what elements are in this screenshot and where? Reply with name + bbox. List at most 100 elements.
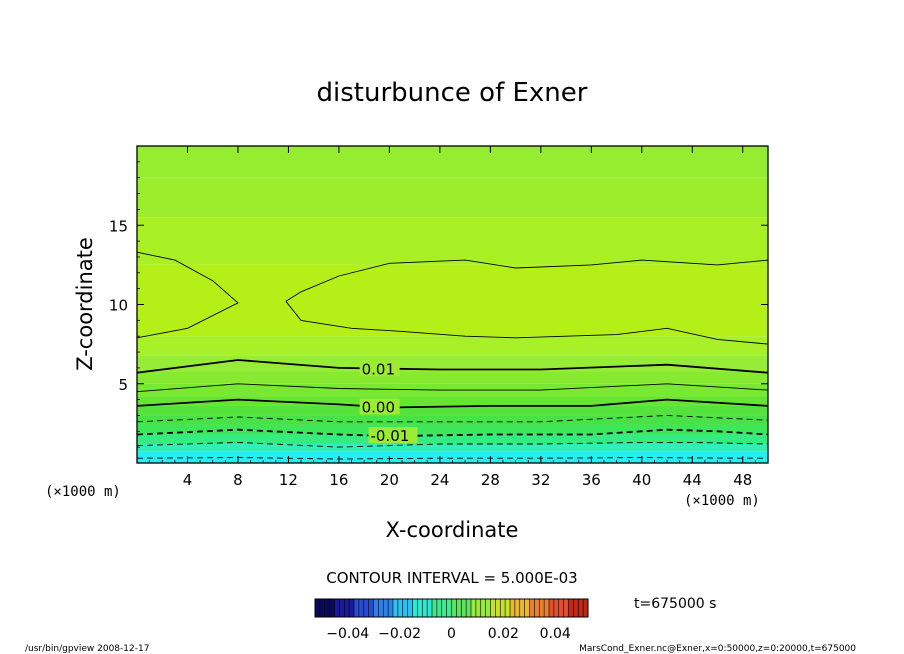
color-band-0	[137, 451, 768, 463]
contour-labels: 0.01 0.00 -0.01	[359, 360, 418, 445]
color-band-5	[137, 405, 768, 416]
colorbar-tick-label-0: −0.04	[326, 626, 369, 642]
colorbar-swatch-42	[519, 599, 525, 617]
colorbar-swatch-11	[368, 599, 374, 617]
y-axis-label: Z-coordinate	[73, 237, 97, 371]
contour-line-8	[285, 259, 768, 345]
colorbar-swatch-15	[388, 599, 394, 617]
x-tick-label-8: 36	[582, 471, 601, 489]
contour-line-5	[137, 383, 768, 393]
colorbar-swatch-36	[490, 599, 496, 617]
colorbar-swatch-50	[558, 599, 564, 617]
x-tick-label-3: 16	[329, 471, 348, 489]
contour-interval-text: CONTOUR INTERVAL = 5.000E-03	[326, 569, 577, 587]
contour-line-1	[137, 441, 768, 448]
colorbar-swatch-27	[446, 599, 452, 617]
x-axis-ticks: 4 8 12 16 20 24 28 32 36 40 44 48	[149, 146, 756, 489]
colorbar-swatch-8	[354, 599, 360, 617]
contour-line-3	[137, 414, 768, 423]
colorbar-swatch-20	[412, 599, 418, 617]
footer-left: /usr/bin/gpview 2008-12-17	[25, 644, 149, 654]
colorbar-swatch-4	[334, 599, 340, 617]
x-tick-label-11: 48	[733, 471, 752, 489]
colorbar-swatch-41	[514, 599, 521, 617]
colorbar-swatch-31	[466, 599, 472, 617]
footer-right: MarsCond_Exner.nc@Exner,x=0:50000,z=0:20…	[579, 644, 856, 654]
colorbar-swatch-1	[319, 599, 326, 617]
colorbar-swatch-53	[573, 599, 579, 617]
x-tick-label-10: 44	[683, 471, 702, 489]
colorbar-swatch-48	[549, 599, 555, 617]
color-band-2	[137, 434, 768, 444]
colorbar-swatch-30	[461, 599, 467, 617]
colorbar-swatch-44	[529, 599, 535, 617]
colorbar-swatch-38	[500, 599, 506, 617]
colorbar-tick-label-3: 0.02	[488, 626, 519, 642]
colorbar-tick-label-4: 0.04	[540, 626, 571, 642]
colorbar-tick-label-2: 0	[447, 626, 456, 642]
x-tick-label-1: 8	[233, 471, 243, 489]
color-band-1	[137, 443, 768, 452]
colorbar-tick-label-1: −0.02	[378, 626, 421, 642]
colorbar-swatch-51	[563, 599, 569, 617]
contour-label-bg-2	[368, 427, 418, 444]
x-tick-label-0: 4	[183, 471, 193, 489]
y-tick-label-0: 5	[118, 376, 128, 394]
colorbar-swatch-33	[475, 599, 482, 617]
chart-title: disturbunce of Exner	[317, 78, 588, 108]
colorbar-swatch-49	[553, 599, 560, 617]
colorbar-frame	[314, 598, 589, 618]
contour-label-2: -0.01	[370, 427, 409, 445]
colorbar	[314, 599, 589, 617]
colorbar-tick-labels: −0.04 −0.02 0 0.02 0.04	[326, 626, 571, 642]
colorbar-swatch-10	[363, 599, 369, 617]
colorbar-swatch-9	[358, 599, 365, 617]
colorbar-swatch-3	[329, 599, 335, 617]
colorbar-swatch-23	[427, 599, 433, 617]
color-band-8	[137, 371, 768, 384]
colorbar-swatch-43	[524, 599, 530, 617]
colorbar-swatch-2	[324, 599, 330, 617]
colorbar-swatch-45	[534, 599, 540, 617]
colorbar-swatch-26	[441, 599, 447, 617]
colorbar-swatch-29	[456, 599, 462, 617]
color-band-12	[137, 217, 768, 265]
colorbar-swatch-55	[583, 599, 589, 617]
colorbar-swatch-16	[393, 599, 399, 617]
color-band-3	[137, 424, 768, 435]
colorbar-swatch-34	[480, 599, 486, 617]
color-fill-layer	[137, 146, 768, 463]
x-tick-label-4: 20	[380, 471, 399, 489]
colorbar-swatch-7	[349, 599, 355, 617]
x-tick-label-2: 12	[279, 471, 298, 489]
color-band-4	[137, 415, 768, 425]
contour-label-bg-0	[359, 360, 400, 377]
colorbar-swatch-52	[568, 599, 574, 617]
x-axis-label: X-coordinate	[386, 518, 519, 542]
contour-line-2	[137, 428, 768, 438]
colorbar-swatch-25	[436, 599, 443, 617]
colorbar-swatch-54	[578, 599, 584, 617]
colorbar-swatch-5	[339, 599, 345, 617]
contour-line-7	[137, 251, 239, 339]
color-band-6	[137, 396, 768, 406]
colorbar-swatch-13	[378, 599, 384, 617]
colorbar-swatch-40	[510, 599, 516, 617]
colorbar-swatch-0	[315, 599, 321, 617]
colorbar-swatch-35	[485, 599, 491, 617]
x-tick-label-7: 32	[531, 471, 550, 489]
y-axis-ticks: 5 10 15	[109, 161, 768, 448]
colorbar-swatch-19	[407, 599, 413, 617]
contour-line-6	[137, 359, 768, 374]
colorbar-swatch-21	[417, 599, 423, 617]
colorbar-swatch-22	[422, 599, 428, 617]
colorbar-swatch-12	[373, 599, 379, 617]
colorbar-swatch-18	[402, 599, 408, 617]
contour-line-4	[137, 398, 768, 409]
colorbar-swatch-37	[495, 599, 501, 617]
time-label: t=675000 s	[634, 596, 716, 612]
x-unit-left: (×1000 m)	[45, 484, 121, 500]
colorbar-swatch-47	[544, 599, 550, 617]
contour-label-0: 0.01	[362, 360, 395, 378]
